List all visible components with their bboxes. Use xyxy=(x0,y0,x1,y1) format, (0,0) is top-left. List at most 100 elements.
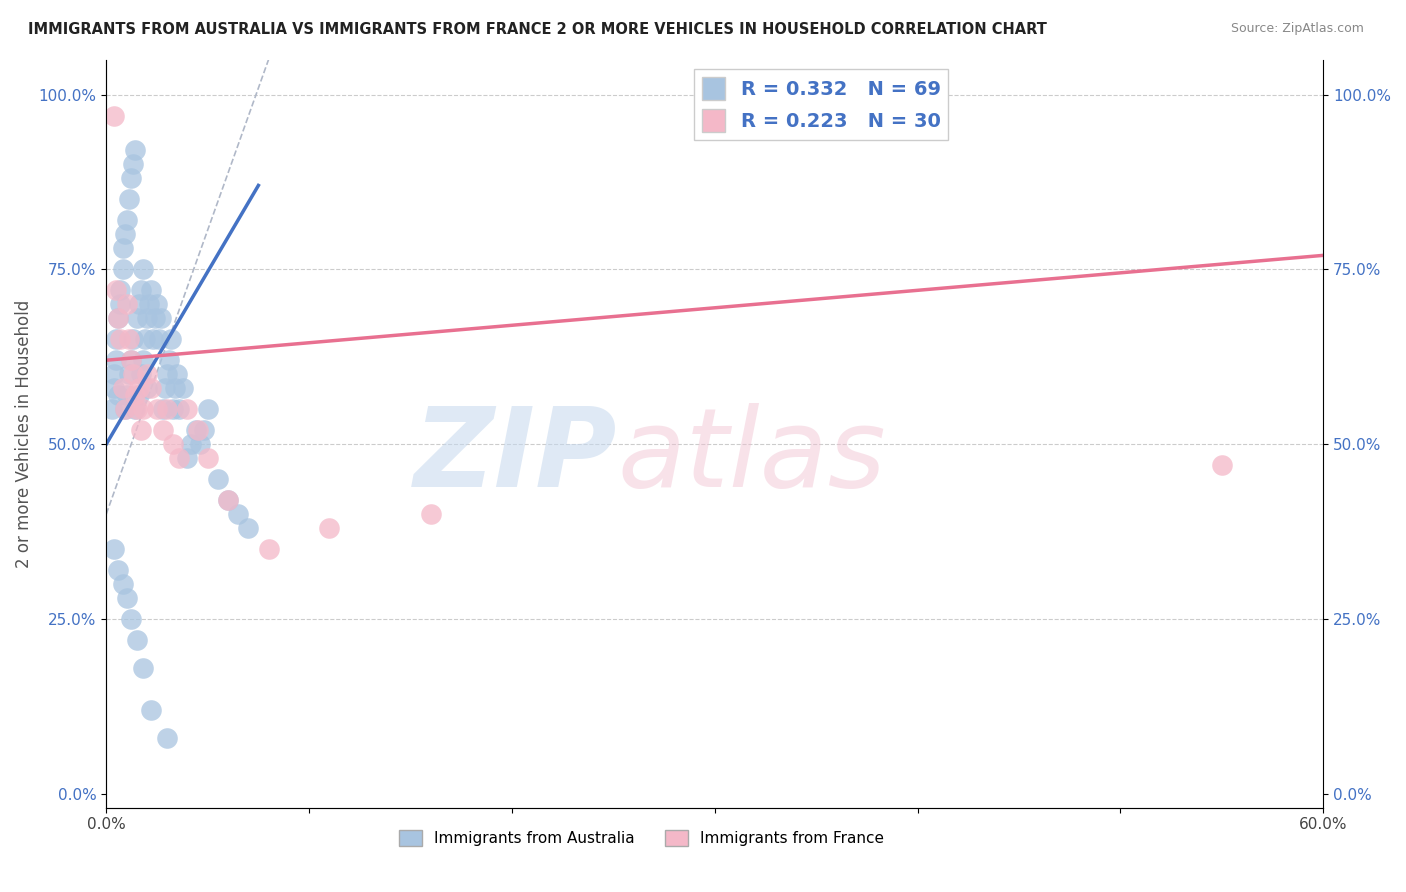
Point xyxy=(169,451,191,466)
Point xyxy=(187,423,209,437)
Point xyxy=(103,368,125,382)
Point xyxy=(117,368,139,382)
Point xyxy=(124,388,146,402)
Point xyxy=(128,388,150,402)
Point xyxy=(129,423,152,437)
Point xyxy=(125,311,148,326)
Point xyxy=(1211,458,1233,472)
Point xyxy=(124,144,146,158)
Point xyxy=(157,353,180,368)
Point xyxy=(238,521,260,535)
Point xyxy=(156,731,179,745)
Point xyxy=(128,297,150,311)
Point xyxy=(257,541,280,556)
Point xyxy=(197,451,219,466)
Point xyxy=(125,402,148,417)
Point xyxy=(139,703,162,717)
Text: atlas: atlas xyxy=(617,402,886,509)
Point xyxy=(162,402,184,417)
Point xyxy=(142,332,165,346)
Point xyxy=(153,381,176,395)
Point xyxy=(103,541,125,556)
Point xyxy=(150,311,173,326)
Point xyxy=(111,381,134,395)
Point xyxy=(318,521,340,535)
Point xyxy=(105,283,128,297)
Point xyxy=(110,297,132,311)
Legend: R = 0.332   N = 69, R = 0.223   N = 30: R = 0.332 N = 69, R = 0.223 N = 30 xyxy=(695,70,949,139)
Point xyxy=(110,332,132,346)
Point xyxy=(207,472,229,486)
Point xyxy=(115,591,138,605)
Point xyxy=(129,283,152,297)
Point xyxy=(125,632,148,647)
Point xyxy=(117,332,139,346)
Point xyxy=(124,402,146,417)
Point xyxy=(128,381,150,395)
Point xyxy=(101,402,124,417)
Point xyxy=(103,381,125,395)
Point xyxy=(114,402,136,417)
Point xyxy=(156,402,179,417)
Point xyxy=(105,332,128,346)
Point xyxy=(120,171,142,186)
Point xyxy=(120,353,142,368)
Point xyxy=(121,332,143,346)
Point xyxy=(132,402,155,417)
Y-axis label: 2 or more Vehicles in Household: 2 or more Vehicles in Household xyxy=(15,300,32,568)
Point xyxy=(132,353,155,368)
Point xyxy=(111,577,134,591)
Point xyxy=(115,388,138,402)
Point xyxy=(146,297,169,311)
Point xyxy=(188,437,211,451)
Point xyxy=(105,353,128,368)
Point xyxy=(107,563,129,577)
Point xyxy=(176,451,198,466)
Point xyxy=(165,381,187,395)
Point xyxy=(148,332,170,346)
Point xyxy=(193,423,215,437)
Point xyxy=(114,227,136,242)
Point xyxy=(107,311,129,326)
Point xyxy=(217,493,239,508)
Point xyxy=(184,423,207,437)
Point xyxy=(110,283,132,297)
Point xyxy=(152,423,174,437)
Point xyxy=(121,157,143,171)
Point xyxy=(139,381,162,395)
Point xyxy=(419,507,441,521)
Point xyxy=(132,661,155,675)
Point xyxy=(132,262,155,277)
Point xyxy=(156,368,179,382)
Point xyxy=(146,402,169,417)
Point xyxy=(172,381,194,395)
Point xyxy=(111,262,134,277)
Point xyxy=(117,193,139,207)
Point xyxy=(111,241,134,255)
Point xyxy=(115,213,138,227)
Point xyxy=(135,368,157,382)
Point xyxy=(143,311,166,326)
Point xyxy=(138,297,160,311)
Point xyxy=(129,368,152,382)
Point xyxy=(152,402,174,417)
Point xyxy=(135,381,157,395)
Point xyxy=(107,311,129,326)
Point xyxy=(169,402,191,417)
Point xyxy=(197,402,219,417)
Text: Source: ZipAtlas.com: Source: ZipAtlas.com xyxy=(1230,22,1364,36)
Point xyxy=(103,109,125,123)
Point xyxy=(120,612,142,626)
Point xyxy=(166,368,188,382)
Point xyxy=(180,437,202,451)
Text: ZIP: ZIP xyxy=(413,402,617,509)
Text: IMMIGRANTS FROM AUSTRALIA VS IMMIGRANTS FROM FRANCE 2 OR MORE VEHICLES IN HOUSEH: IMMIGRANTS FROM AUSTRALIA VS IMMIGRANTS … xyxy=(28,22,1047,37)
Point xyxy=(139,283,162,297)
Point xyxy=(226,507,249,521)
Point xyxy=(121,368,143,382)
Point xyxy=(135,311,157,326)
Point xyxy=(114,402,136,417)
Point xyxy=(115,297,138,311)
Point xyxy=(176,402,198,417)
Point xyxy=(162,437,184,451)
